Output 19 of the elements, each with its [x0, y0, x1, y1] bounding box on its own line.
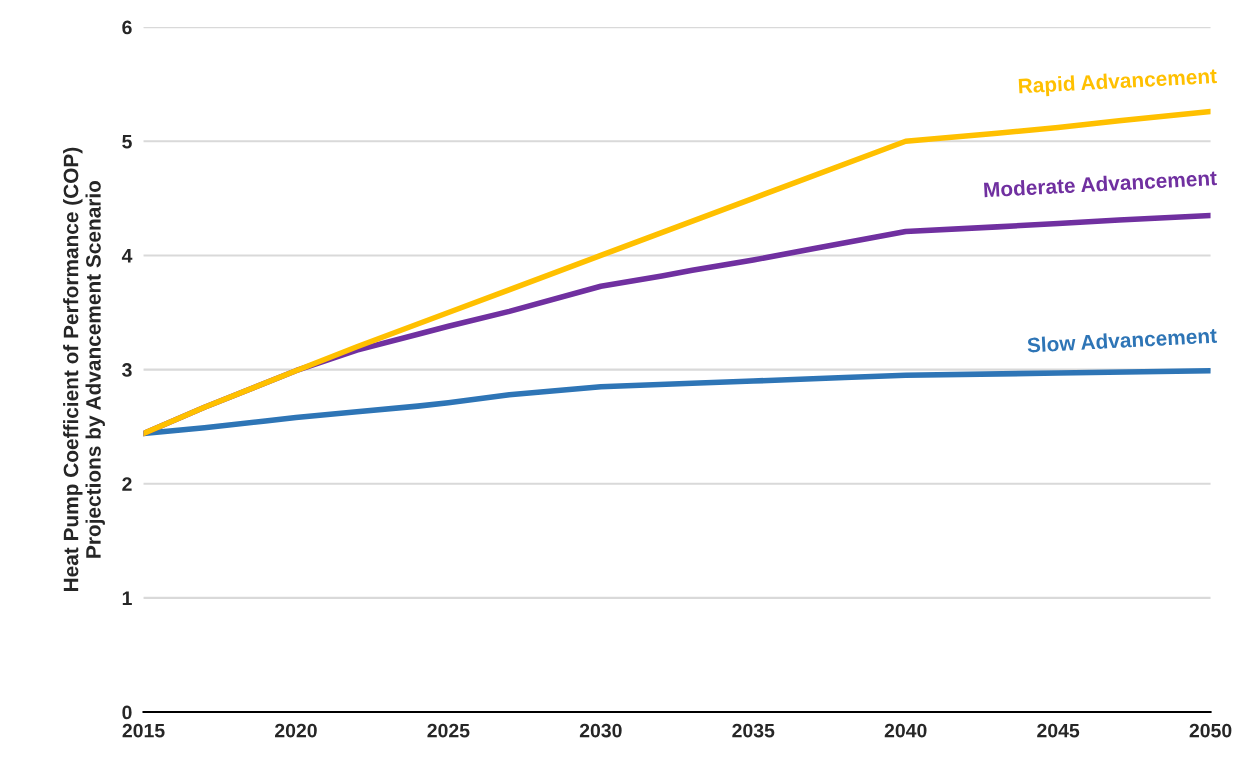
y-tick-label: 5 [122, 134, 132, 149]
series-label: Rapid Advancement [1018, 67, 1218, 98]
x-tick-label: 2020 [275, 723, 317, 738]
x-tick-label: 2040 [884, 723, 927, 738]
y-tick-label: 6 [122, 20, 132, 35]
x-tick-label: 2050 [1189, 723, 1232, 738]
y-tick-label: 0 [122, 705, 132, 720]
x-tick-label: 2035 [732, 723, 775, 738]
x-tick-label: 2025 [427, 723, 470, 738]
series-label: Slow Advancement [1027, 327, 1218, 353]
x-tick-label: 2015 [122, 723, 165, 738]
y-tick-label: 2 [122, 477, 132, 491]
x-tick-label: 2045 [1037, 723, 1080, 738]
series-label: Moderate Advancement [983, 169, 1218, 198]
y-tick-label: 1 [122, 591, 132, 605]
y-tick-label: 3 [122, 363, 132, 377]
x-tick-label: 2030 [579, 723, 622, 738]
y-axis-title: Heat Pump Coefficient of Performance (COP) Projections by Advancement Scenario [63, 147, 105, 592]
y-tick-label: 4 [121, 249, 133, 263]
